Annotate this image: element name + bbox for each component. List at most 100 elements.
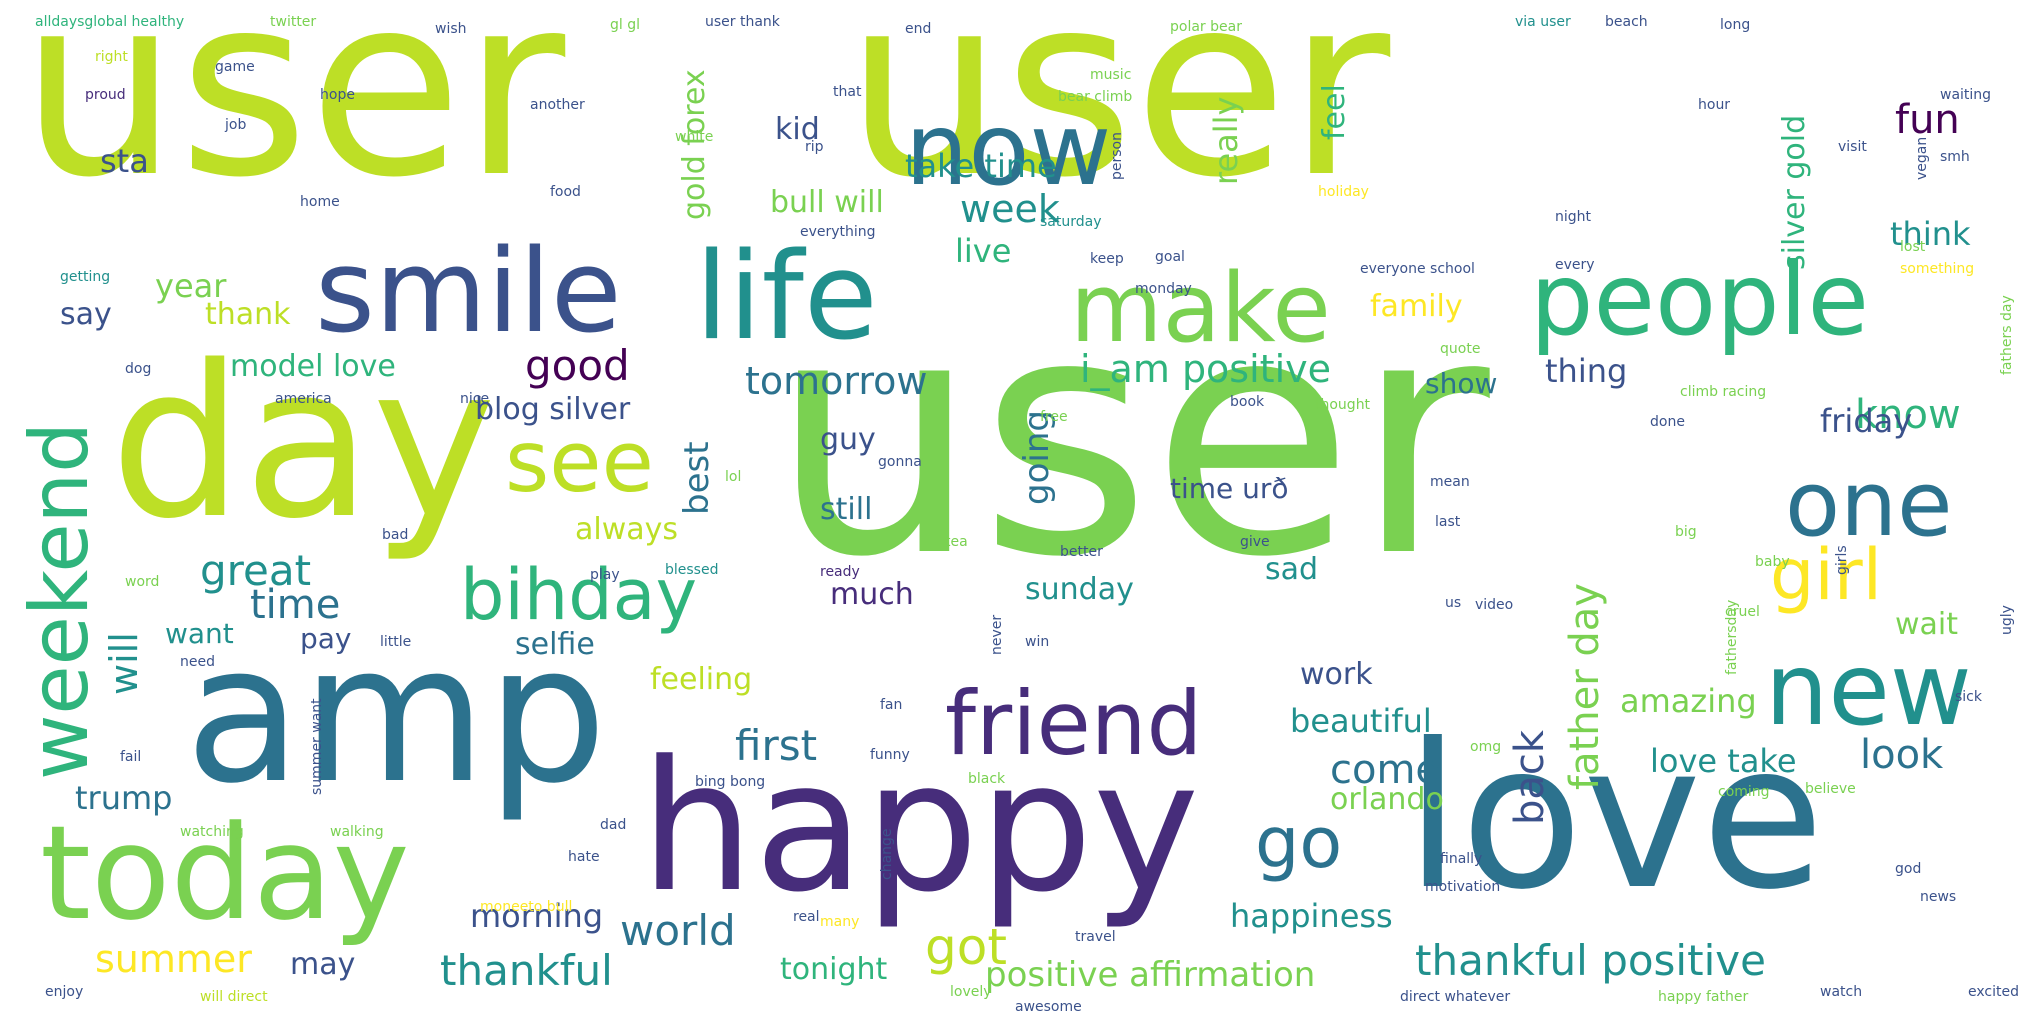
word: say	[60, 297, 112, 332]
word: god	[1895, 861, 1922, 877]
word: fathers day	[1999, 295, 2015, 375]
word: funny	[870, 747, 910, 763]
word: job	[225, 117, 247, 133]
word: another	[530, 97, 585, 113]
word: people	[1530, 241, 1869, 358]
word: hate	[568, 849, 600, 865]
word: sick	[1955, 689, 1982, 705]
word: user	[845, 0, 1391, 232]
word: proud	[85, 87, 126, 103]
word: today	[40, 797, 410, 949]
word: omg	[1470, 739, 1502, 755]
word: everything	[800, 224, 876, 240]
word: mean	[1430, 474, 1470, 490]
word: summer want	[309, 698, 325, 795]
word: cruel	[1725, 604, 1760, 620]
word: come	[1330, 747, 1441, 793]
word: happy father	[1658, 989, 1749, 1005]
word: done	[1650, 414, 1685, 430]
word: coming	[1718, 784, 1770, 800]
word: will direct	[200, 989, 268, 1005]
word: person	[1109, 132, 1125, 180]
word: still	[820, 492, 873, 527]
word: little	[380, 634, 412, 650]
word: saturday	[1040, 214, 1102, 230]
word: always	[575, 512, 679, 547]
word: that	[833, 84, 862, 100]
word: blog silver	[475, 392, 631, 427]
word: feel	[1317, 84, 1352, 140]
word: free	[1040, 409, 1068, 425]
word: kid	[775, 112, 820, 147]
word: travel	[1075, 929, 1116, 945]
word: thing	[1545, 352, 1628, 390]
word: vegan	[1914, 136, 1930, 180]
word: world	[620, 906, 736, 955]
word: beautiful	[1290, 702, 1432, 740]
word: user	[20, 0, 566, 232]
word: bad	[382, 527, 409, 543]
word: new	[1765, 631, 1972, 748]
word: user thank	[705, 14, 780, 30]
word: america	[275, 391, 332, 407]
word: tea	[945, 534, 968, 550]
word: direct whatever	[1400, 989, 1511, 1005]
word: orlando	[1330, 782, 1444, 817]
word: morning	[470, 897, 604, 935]
word: motivation	[1425, 879, 1501, 895]
word: dad	[600, 817, 627, 833]
word: news	[1920, 889, 1957, 905]
word: thought	[1315, 397, 1371, 413]
word: time	[250, 582, 341, 628]
word: lol	[725, 469, 742, 485]
word: fail	[120, 749, 142, 765]
word: week	[960, 187, 1060, 231]
word: love	[1405, 701, 1825, 934]
word: nice	[460, 391, 490, 407]
word: wish	[435, 21, 467, 37]
word: want	[165, 617, 234, 650]
word: believe	[1805, 781, 1856, 797]
word: feeling	[650, 662, 753, 697]
word: bihday	[460, 554, 698, 636]
word: game	[215, 59, 255, 75]
word: lovely	[950, 984, 992, 1000]
word: never	[989, 614, 1005, 655]
word: lost	[1900, 239, 1926, 255]
word: go	[1255, 802, 1343, 884]
word: ugly	[1999, 605, 2015, 635]
word: friend	[945, 672, 1203, 775]
word: everyone school	[1360, 261, 1475, 277]
word: word	[125, 574, 160, 590]
word: walking	[330, 824, 384, 840]
word: black	[968, 771, 1006, 787]
word: guy	[820, 422, 876, 457]
word: know	[1855, 392, 1961, 438]
word: amp	[185, 604, 608, 825]
word: fathersday	[1724, 599, 1740, 675]
word: good	[525, 341, 630, 390]
word: really	[1207, 96, 1245, 185]
word: father day	[1562, 583, 1608, 790]
word: play	[590, 567, 620, 583]
word: quote	[1440, 341, 1481, 357]
word: last	[1435, 514, 1461, 530]
word: enjoy	[45, 984, 84, 1000]
word: one	[1785, 452, 1953, 557]
word: bull will	[770, 185, 884, 220]
word: pay	[300, 622, 352, 655]
word: monday	[1135, 281, 1192, 297]
word: tonight	[780, 952, 888, 987]
word: summer	[95, 937, 252, 981]
word: year	[155, 267, 227, 305]
word: climb racing	[1680, 384, 1767, 400]
word: weekend	[13, 421, 106, 780]
word: gonna	[878, 454, 922, 470]
word: smh	[1940, 149, 1970, 165]
word: blessed	[665, 562, 719, 578]
word: many	[820, 914, 860, 930]
word: us	[1445, 595, 1462, 611]
word: family	[1370, 289, 1463, 324]
word: thankful	[440, 946, 613, 995]
word: selfie	[515, 627, 595, 662]
